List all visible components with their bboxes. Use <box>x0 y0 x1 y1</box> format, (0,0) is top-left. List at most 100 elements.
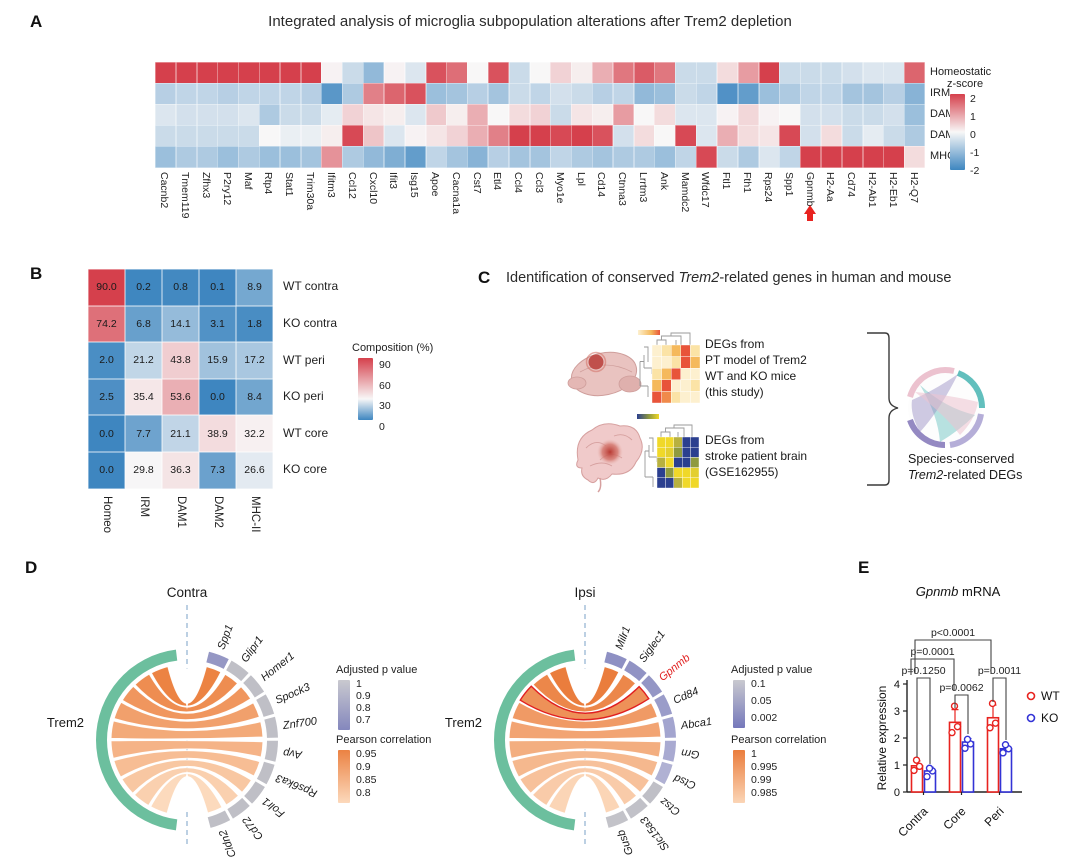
heatmap-cell <box>487 62 510 84</box>
gene-label: Cd74 <box>845 172 858 198</box>
gene-label: Ccl12 <box>345 172 358 199</box>
heatmap-cell <box>737 83 759 105</box>
chord-ribbon <box>519 759 651 794</box>
heatmap-b: 90.0 0.2 0.8 0.1 8.9 74.2 6.8 14.1 3.1 1.8 2.0 21.2… <box>88 269 273 489</box>
gene-label: Spp1 <box>782 172 795 197</box>
data-point <box>999 749 1007 757</box>
panel-a-title: Integrated analysis of microglia subpopu… <box>268 13 792 30</box>
heatmap-cell <box>841 104 864 126</box>
chord-gene-label: Znf700 <box>281 715 318 732</box>
mini-heatmap-human <box>656 436 700 489</box>
chord-ribbon-highlight <box>519 685 650 721</box>
y-tick-label: 0 <box>894 787 900 799</box>
heatmap-cell <box>300 125 322 147</box>
heatmap-cell <box>321 104 343 126</box>
heatmap-cell <box>737 104 759 126</box>
subpopulation-col-label: IRM <box>137 496 150 518</box>
data-point <box>948 728 956 737</box>
mini-heatmap-cell <box>651 344 662 357</box>
heatmap-cell <box>737 125 759 147</box>
condition-label: WT peri <box>283 352 325 367</box>
heatmap-cell <box>779 146 801 168</box>
heatmap-cell <box>758 146 780 168</box>
heatmap-cell <box>633 62 655 84</box>
gene-label: Ctnna3 <box>616 172 629 206</box>
pearson-legend-tick: 0.995 <box>751 761 778 773</box>
mini-heatmap-cell <box>670 368 681 381</box>
heatmap-cell <box>446 146 468 168</box>
bar <box>948 721 962 793</box>
mini-heatmap-cell <box>681 467 691 479</box>
heatmap-cell <box>758 62 780 84</box>
heatmap-cell <box>883 83 905 105</box>
heatmap-cell <box>425 125 447 147</box>
adjusted-p-legend-title: Adjusted p value <box>731 664 813 676</box>
significance-bracket <box>916 677 931 764</box>
mini-heatmap-cell <box>680 344 691 357</box>
heatmap-cell <box>217 146 239 168</box>
pearson-legend-tick: 0.9 <box>356 761 371 773</box>
heatmap-cell <box>175 104 198 126</box>
gene-label: H2-Ab1 <box>865 172 878 208</box>
heatmap-cell <box>259 146 281 168</box>
heatmap-cell <box>196 146 218 168</box>
heatmap-cell <box>550 146 572 168</box>
mini-heatmap-cell <box>690 368 701 381</box>
pearson-legend-title: Pearson correlation <box>336 734 432 746</box>
p-value-label: p=0.0011 <box>978 665 1021 677</box>
zscore-colorbar-title: z-score <box>947 78 984 90</box>
chord-gene-label: Gpnmb <box>657 652 693 684</box>
heatmap-cell <box>363 146 385 168</box>
heatmap-cell <box>696 104 718 126</box>
pearson-legend-tick: 1 <box>751 748 757 760</box>
mini-heatmap-cell <box>673 477 683 489</box>
heatmap-cell <box>696 125 718 147</box>
heatmap-cell <box>571 104 593 126</box>
heatmap-cell <box>404 83 427 105</box>
heatmap-cell <box>425 146 447 168</box>
mini-heatmap-cell <box>690 379 701 392</box>
adjusted-p-legend-tick: 0.7 <box>356 714 371 726</box>
chord-ribbon <box>134 673 239 713</box>
gene-arc <box>654 761 673 785</box>
heatmap-cell: 0.1 <box>199 269 236 306</box>
heatmap-cell <box>155 146 177 168</box>
heatmap-cell <box>820 83 843 105</box>
data-point <box>915 762 924 771</box>
heatmap-cell <box>779 125 801 147</box>
heatmap-cell <box>363 125 385 147</box>
significance-bracket <box>954 694 969 734</box>
heatmap-cell <box>716 146 739 168</box>
heatmap-cell <box>654 125 676 147</box>
heatmap-cell <box>300 104 322 126</box>
heatmap-cell <box>300 62 322 84</box>
mini-heatmap-cell <box>661 356 672 369</box>
heatmap-cell <box>883 62 905 84</box>
heatmap-cell <box>904 62 926 84</box>
heatmap-cell <box>883 125 905 147</box>
gene-arc <box>207 810 231 828</box>
heatmap-cell <box>633 125 655 147</box>
y-tick-label: 1 <box>894 760 900 772</box>
heatmap-cell <box>820 146 843 168</box>
gene-arc <box>264 716 278 738</box>
y-axis-label: Relative expression <box>875 686 889 791</box>
condition-label: KO core <box>283 462 328 477</box>
heatmap-cell <box>779 83 801 105</box>
gene-label: Ank <box>657 172 670 191</box>
chord-source-label: Trem2 <box>47 715 84 730</box>
heatmap-cell <box>363 83 385 105</box>
heatmap-cell <box>841 146 864 168</box>
mini-heatmap-cell <box>670 344 681 357</box>
colorbar-tick: 60 <box>379 379 391 392</box>
colorbar-tick: 0 <box>379 420 385 433</box>
subpopulation-label: Homeostatic <box>930 65 992 78</box>
mini-heatmap-cell <box>690 457 700 468</box>
heatmap-cell: 7.3 <box>199 452 236 489</box>
heatmap-cell <box>467 104 489 126</box>
pearson-legend-bar <box>733 750 745 803</box>
heatmap-cell: 2.5 <box>88 378 125 416</box>
trem2-arc <box>95 649 178 831</box>
gene-arc <box>244 781 265 804</box>
heatmap-cell <box>259 104 281 126</box>
